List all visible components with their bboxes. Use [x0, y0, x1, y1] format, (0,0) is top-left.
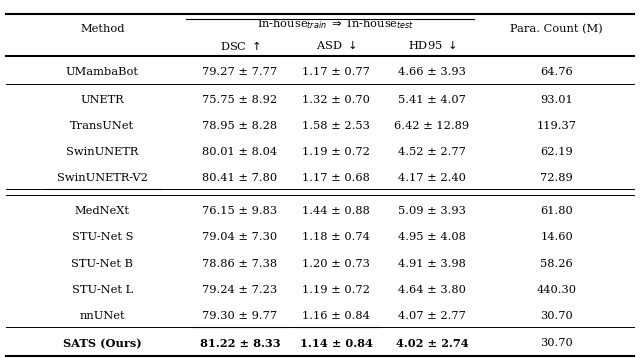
Text: SwinUNETR: SwinUNETR [66, 147, 139, 157]
Text: 4.17 ± 2.40: 4.17 ± 2.40 [398, 173, 466, 183]
Text: 4.07 ± 2.77: 4.07 ± 2.77 [398, 311, 466, 321]
Text: 4.66 ± 3.93: 4.66 ± 3.93 [398, 67, 466, 77]
Text: 72.89: 72.89 [540, 173, 573, 183]
Text: 5.41 ± 4.07: 5.41 ± 4.07 [398, 95, 466, 105]
Text: MedNeXt: MedNeXt [75, 206, 130, 216]
Text: 78.95 ± 8.28: 78.95 ± 8.28 [202, 121, 278, 131]
Text: STU-Net L: STU-Net L [72, 285, 133, 295]
Text: 62.19: 62.19 [540, 147, 573, 157]
Text: 119.37: 119.37 [537, 121, 577, 131]
Text: 4.91 ± 3.98: 4.91 ± 3.98 [398, 258, 466, 268]
Text: ASD $\downarrow$: ASD $\downarrow$ [316, 39, 356, 51]
Text: 1.19 ± 0.72: 1.19 ± 0.72 [302, 285, 370, 295]
Text: 1.20 ± 0.73: 1.20 ± 0.73 [302, 258, 370, 268]
Text: 6.42 ± 12.89: 6.42 ± 12.89 [394, 121, 470, 131]
Text: 79.04 ± 7.30: 79.04 ± 7.30 [202, 232, 278, 242]
Text: 64.76: 64.76 [540, 67, 573, 77]
Text: SwinUNETR-V2: SwinUNETR-V2 [57, 173, 148, 183]
Text: 440.30: 440.30 [537, 285, 577, 295]
Text: 61.80: 61.80 [540, 206, 573, 216]
Text: 1.19 ± 0.72: 1.19 ± 0.72 [302, 147, 370, 157]
Text: HD95 $\downarrow$: HD95 $\downarrow$ [408, 39, 456, 51]
Text: UMambaBot: UMambaBot [66, 67, 139, 77]
Text: 30.70: 30.70 [540, 338, 573, 348]
Text: Method: Method [80, 24, 125, 34]
Text: TransUNet: TransUNet [70, 121, 134, 131]
Text: 4.95 ± 4.08: 4.95 ± 4.08 [398, 232, 466, 242]
Text: Para. Count (M): Para. Count (M) [511, 24, 603, 35]
Text: 14.60: 14.60 [540, 232, 573, 242]
Text: 5.09 ± 3.93: 5.09 ± 3.93 [398, 206, 466, 216]
Text: nnUNet: nnUNet [79, 311, 125, 321]
Text: 75.75 ± 8.92: 75.75 ± 8.92 [202, 95, 278, 105]
Text: 79.30 ± 9.77: 79.30 ± 9.77 [202, 311, 278, 321]
Text: 93.01: 93.01 [540, 95, 573, 105]
Text: 4.52 ± 2.77: 4.52 ± 2.77 [398, 147, 466, 157]
Text: 4.64 ± 3.80: 4.64 ± 3.80 [398, 285, 466, 295]
Text: 1.17 ± 0.68: 1.17 ± 0.68 [302, 173, 370, 183]
Text: 80.41 ± 7.80: 80.41 ± 7.80 [202, 173, 278, 183]
Text: 4.02 ± 2.74: 4.02 ± 2.74 [396, 338, 468, 349]
Text: UNETR: UNETR [81, 95, 124, 105]
Text: SATS (Ours): SATS (Ours) [63, 338, 142, 349]
Text: 30.70: 30.70 [540, 311, 573, 321]
Text: STU-Net S: STU-Net S [72, 232, 133, 242]
Text: 80.01 ± 8.04: 80.01 ± 8.04 [202, 147, 278, 157]
Text: 1.18 ± 0.74: 1.18 ± 0.74 [302, 232, 370, 242]
Text: 1.17 ± 0.77: 1.17 ± 0.77 [302, 67, 370, 77]
Text: DSC $\uparrow$: DSC $\uparrow$ [220, 39, 260, 52]
Text: 81.22 ± 8.33: 81.22 ± 8.33 [200, 338, 280, 349]
Text: 1.44 ± 0.88: 1.44 ± 0.88 [302, 206, 370, 216]
Text: 79.27 ± 7.77: 79.27 ± 7.77 [202, 67, 278, 77]
Text: 76.15 ± 9.83: 76.15 ± 9.83 [202, 206, 278, 216]
Text: 79.24 ± 7.23: 79.24 ± 7.23 [202, 285, 278, 295]
Text: STU-Net B: STU-Net B [72, 258, 133, 268]
Text: 58.26: 58.26 [540, 258, 573, 268]
Text: 78.86 ± 7.38: 78.86 ± 7.38 [202, 258, 278, 268]
Text: 1.32 ± 0.70: 1.32 ± 0.70 [302, 95, 370, 105]
Text: 1.58 ± 2.53: 1.58 ± 2.53 [302, 121, 370, 131]
Text: 1.14 ± 0.84: 1.14 ± 0.84 [300, 338, 372, 349]
Text: 1.16 ± 0.84: 1.16 ± 0.84 [302, 311, 370, 321]
Text: In-house$_{train}$ $\Rightarrow$ In-house$_{test}$: In-house$_{train}$ $\Rightarrow$ In-hous… [257, 17, 415, 31]
